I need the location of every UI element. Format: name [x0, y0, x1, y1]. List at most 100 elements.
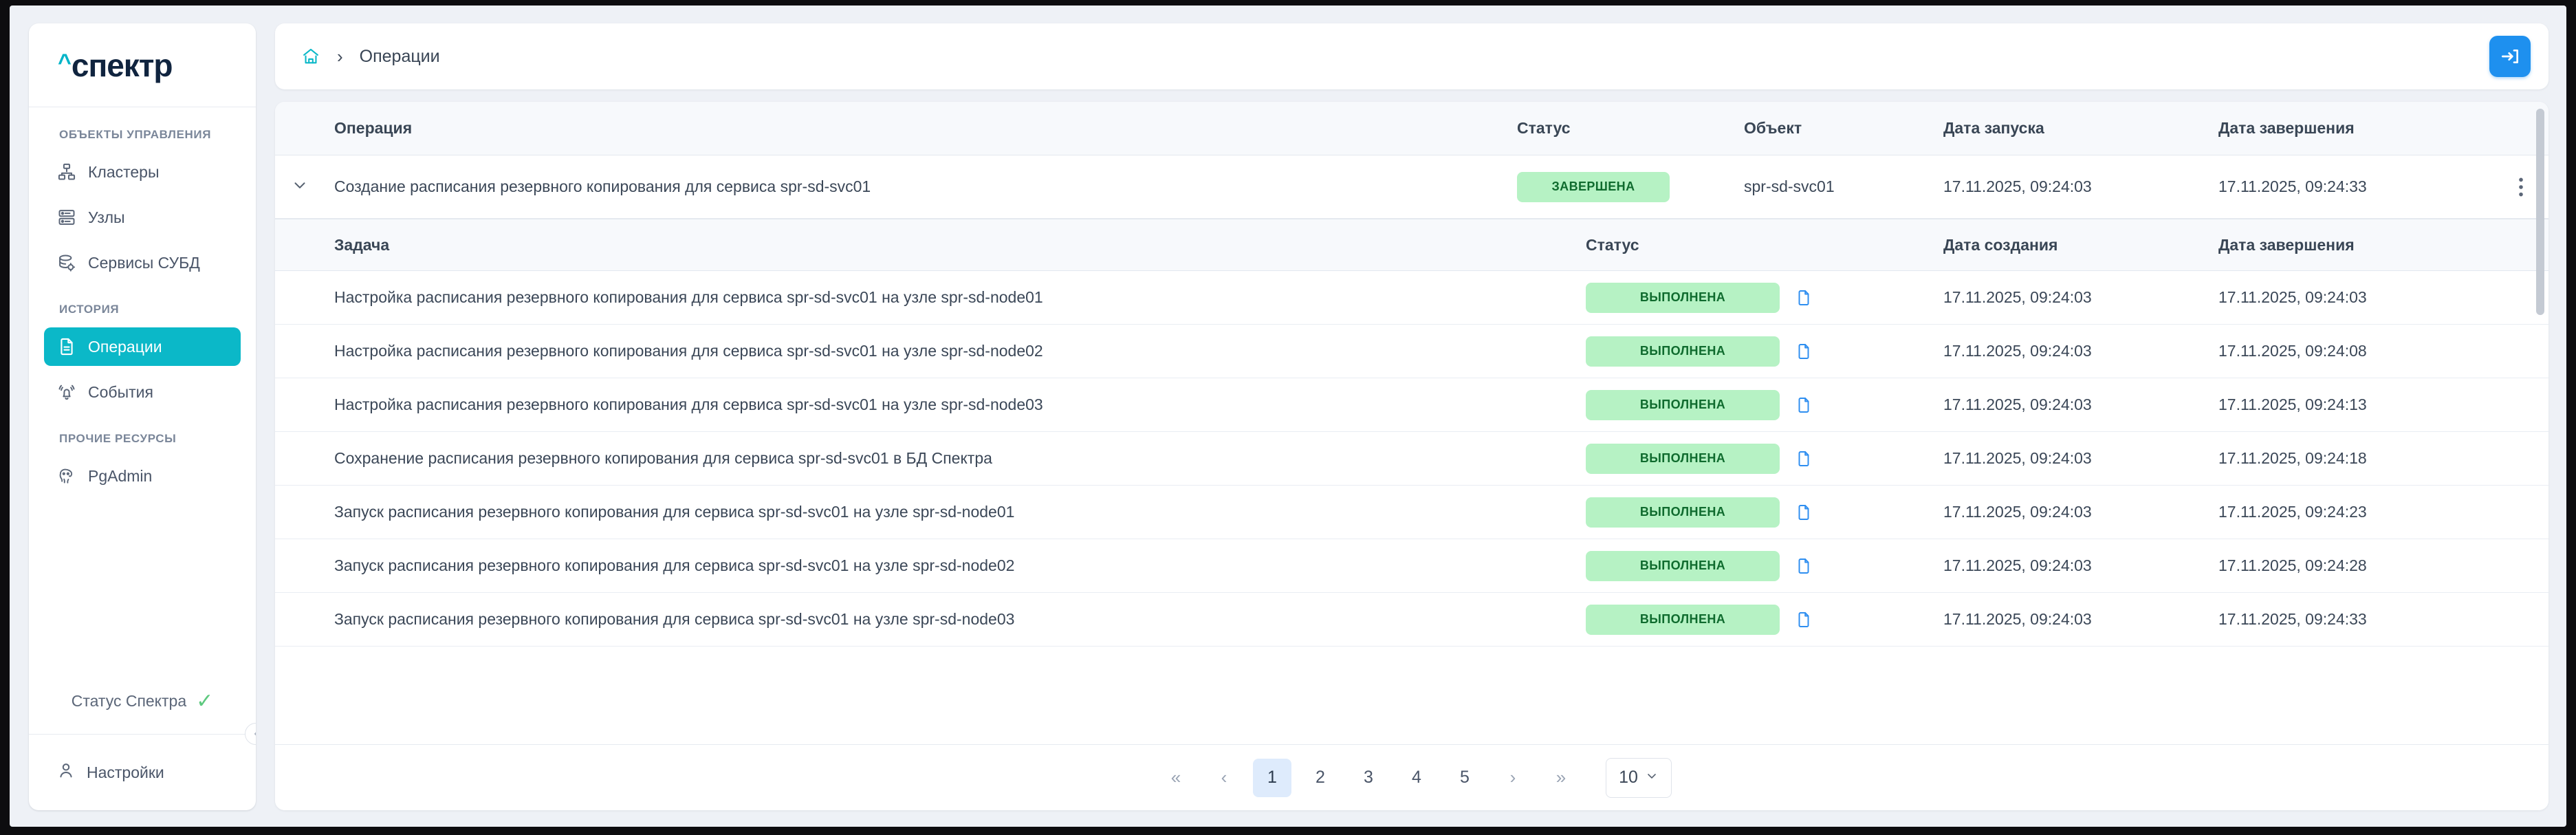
task-end-date: 17.11.2025, 09:24:03: [2218, 288, 2367, 306]
sidebar-item-pgadmin[interactable]: PgAdmin: [44, 457, 241, 495]
sidebar-item-clusters[interactable]: Кластеры: [44, 153, 241, 191]
document-icon[interactable]: [1795, 289, 1813, 307]
task-status-cell: ВЫПОЛНЕНА: [1586, 604, 1943, 635]
clusters-icon: [56, 162, 77, 182]
user-icon: [56, 761, 76, 784]
sidebar-item-label: PgAdmin: [88, 466, 153, 485]
breadcrumb: › Операции: [301, 47, 440, 67]
status-badge: ВЫПОЛНЕНА: [1586, 550, 1780, 581]
task-row[interactable]: Запуск расписания резервного копирования…: [275, 486, 2548, 539]
task-created-date: 17.11.2025, 09:24:03: [1943, 503, 2092, 521]
task-status-cell: ВЫПОЛНЕНА: [1586, 497, 1943, 528]
per-page-value: 10: [1619, 768, 1638, 787]
pagination: « ‹ 1 2 3 4 5 › » 10: [275, 744, 2548, 810]
breadcrumb-separator: ›: [337, 46, 343, 67]
logo-caret-icon: ^: [58, 49, 72, 76]
pagination-page-2[interactable]: 2: [1316, 768, 1325, 787]
topbar: › Операции: [275, 23, 2548, 89]
operation-row-menu[interactable]: [2493, 177, 2548, 197]
pagination-prev[interactable]: ‹: [1221, 767, 1227, 788]
task-row[interactable]: Настройка расписания резервного копирова…: [275, 271, 2548, 325]
pagination-next[interactable]: ›: [1509, 767, 1516, 788]
task-end-date: 17.11.2025, 09:24:13: [2218, 395, 2367, 413]
header-operation: Операция: [334, 119, 413, 137]
sidebar-item-label: События: [88, 382, 153, 401]
document-icon[interactable]: [1795, 450, 1813, 468]
status-badge: ВЫПОЛНЕНА: [1586, 497, 1780, 528]
logo-text: спектр: [71, 47, 173, 83]
task-end-date: 17.11.2025, 09:24:28: [2218, 556, 2367, 574]
sidebar-item-nodes[interactable]: Узлы: [44, 198, 241, 237]
header-created-date: Дата создания: [1943, 235, 2058, 254]
document-icon[interactable]: [1795, 396, 1813, 414]
app-logo[interactable]: ^ спектр: [29, 23, 256, 107]
task-row[interactable]: Настройка расписания резервного копирова…: [275, 378, 2548, 432]
operation-end-date: 17.11.2025, 09:24:33: [2218, 177, 2367, 195]
home-icon[interactable]: [301, 47, 320, 66]
header-task-end-date: Дата завершения: [2218, 235, 2355, 254]
sidebar-item-label: Сервисы СУБД: [88, 253, 200, 272]
pagination-page-3[interactable]: 3: [1364, 768, 1373, 787]
task-row[interactable]: Запуск расписания резервного копирования…: [275, 539, 2548, 593]
header-start-date: Дата запуска: [1943, 119, 2044, 137]
task-created-date: 17.11.2025, 09:24:03: [1943, 556, 2092, 574]
task-status-cell: ВЫПОЛНЕНА: [1586, 443, 1943, 474]
app-window: ^ спектр ОБЪЕКТЫ УПРАВЛЕНИЯ Кластеры: [10, 6, 2566, 827]
pagination-page-5[interactable]: 5: [1460, 768, 1470, 787]
status-badge: ЗАВЕРШЕНА: [1517, 171, 1670, 202]
content-scrollbar[interactable]: [2536, 109, 2544, 774]
task-status-cell: ВЫПОЛНЕНА: [1586, 550, 1943, 581]
task-created-date: 17.11.2025, 09:24:03: [1943, 449, 2092, 467]
document-icon[interactable]: [1795, 611, 1813, 629]
per-page-select[interactable]: 10: [1606, 757, 1672, 798]
task-row[interactable]: Настройка расписания резервного копирова…: [275, 325, 2548, 378]
document-icon[interactable]: [1795, 557, 1813, 575]
sidebar-item-operations[interactable]: Операции: [44, 327, 241, 366]
task-status-cell: ВЫПОЛНЕНА: [1586, 336, 1943, 367]
sidebar-item-db-services[interactable]: Сервисы СУБД: [44, 243, 241, 282]
sidebar-item-events[interactable]: События: [44, 373, 241, 411]
document-icon[interactable]: [1795, 343, 1813, 360]
sidebar-item-label: Узлы: [88, 208, 125, 226]
tasks-table-header: Задача Статус Дата создания Дата заверше…: [275, 219, 2548, 271]
header-status: Статус: [1517, 119, 1571, 137]
task-end-date: 17.11.2025, 09:24:18: [2218, 449, 2367, 467]
status-badge: ВЫПОЛНЕНА: [1586, 336, 1780, 367]
status-badge: ВЫПОЛНЕНА: [1586, 604, 1780, 635]
expand-toggle[interactable]: [275, 176, 325, 197]
pagination-page-4[interactable]: 4: [1412, 768, 1421, 787]
sidebar-item-settings[interactable]: Настройки: [29, 735, 256, 810]
login-button[interactable]: [2489, 36, 2531, 77]
header-task-status: Статус: [1586, 235, 1639, 254]
pagination-first[interactable]: «: [1170, 767, 1181, 788]
logo-wordmark: ^ спектр: [58, 47, 173, 83]
task-end-date: 17.11.2025, 09:24:08: [2218, 342, 2367, 360]
pagination-last[interactable]: »: [1556, 767, 1567, 788]
task-end-date: 17.11.2025, 09:24:33: [2218, 610, 2367, 628]
operation-row[interactable]: Создание расписания резервного копирован…: [275, 155, 2548, 219]
operation-start-date: 17.11.2025, 09:24:03: [1943, 177, 2092, 195]
sidebar-item-label: Операции: [88, 337, 162, 356]
chevron-down-icon[interactable]: [291, 176, 309, 197]
sidebar-section-history: ИСТОРИЯ: [59, 303, 120, 316]
task-created-date: 17.11.2025, 09:24:03: [1943, 610, 2092, 628]
main-area: › Операции Операция Статус Объект Дата з…: [275, 6, 2566, 827]
pagination-page-1[interactable]: 1: [1253, 758, 1291, 797]
task-row[interactable]: Сохранение расписания резервного копиров…: [275, 432, 2548, 486]
spectr-status[interactable]: Статус Спектра ✓ ‹: [29, 669, 256, 745]
nodes-icon: [56, 207, 77, 228]
pgadmin-elephant-icon: [56, 466, 77, 486]
scrollbar-thumb[interactable]: [2536, 109, 2544, 315]
sidebar: ^ спектр ОБЪЕКТЫ УПРАВЛЕНИЯ Кластеры: [10, 6, 275, 827]
operation-name: Создание расписания резервного копирован…: [334, 177, 871, 195]
document-icon[interactable]: [1795, 503, 1813, 521]
task-created-date: 17.11.2025, 09:24:03: [1943, 395, 2092, 413]
spectr-status-label: Статус Спектра: [71, 692, 187, 710]
task-name: Сохранение расписания резервного копиров…: [334, 449, 992, 467]
task-row[interactable]: Запуск расписания резервного копирования…: [275, 593, 2548, 647]
operation-status-cell: ЗАВЕРШЕНА: [1517, 171, 1744, 202]
breadcrumb-current: Операции: [359, 46, 440, 66]
tasks-list: Настройка расписания резервного копирова…: [275, 271, 2548, 744]
more-vertical-icon[interactable]: [2518, 177, 2524, 197]
status-badge: ВЫПОЛНЕНА: [1586, 443, 1780, 474]
